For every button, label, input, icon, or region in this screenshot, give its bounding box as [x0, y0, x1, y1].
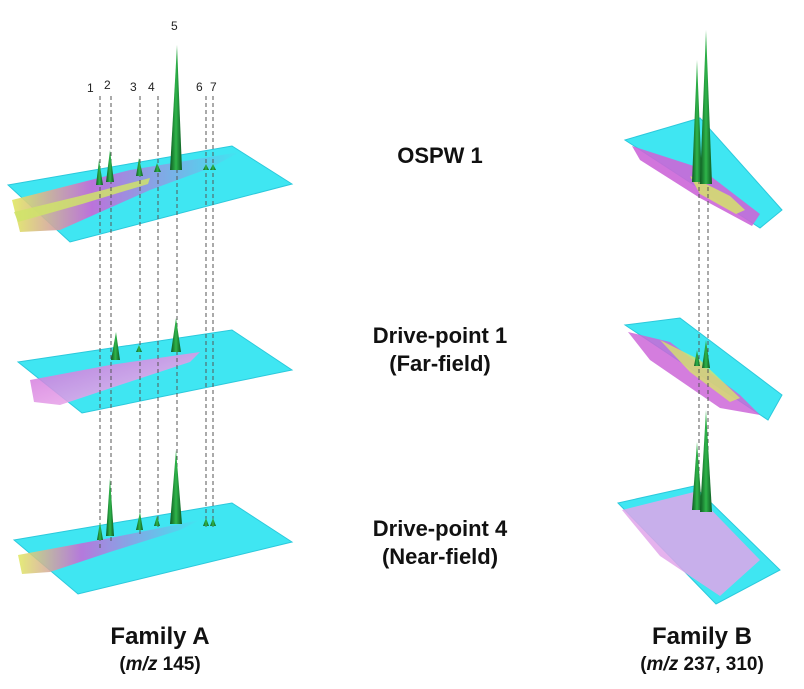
ridge-a-ospw [14, 178, 150, 222]
peak-6-ospw [203, 164, 209, 170]
label-drive-point-1-line2: (Far-field) [389, 351, 491, 376]
peak-label-1: 1 [87, 81, 94, 95]
peaks-a-dp1 [111, 318, 181, 360]
peaks-b [692, 30, 712, 512]
peak-b2-ospw [700, 30, 712, 184]
label-ospw-1-line1: OSPW 1 [397, 143, 483, 168]
peaks-a-ospw [96, 45, 216, 185]
peak-b1-dp4 [692, 442, 702, 510]
peak-2-ospw [106, 150, 114, 182]
peak-3-dp4 [136, 512, 143, 530]
family-b-title: Family B [651, 623, 753, 650]
panel-a-dp1 [16, 329, 294, 414]
peak-5-dp1 [171, 318, 181, 352]
label-ospw-1: OSPW 1 [330, 142, 550, 170]
ridge-b-ospw [690, 176, 745, 214]
smear-a-ospw [12, 152, 240, 232]
panel-b-dp4 [617, 485, 781, 605]
label-drive-point-1: Drive-point 1 (Far-field) [330, 322, 550, 378]
label-drive-point-4: Drive-point 4 (Near-field) [330, 515, 550, 571]
peak-2-dp1 [111, 332, 120, 360]
peak-label-7: 7 [210, 80, 217, 94]
label-drive-point-1-line1: Drive-point 1 [372, 323, 508, 348]
peak-number-labels: 1 2 3 4 5 6 7 [87, 19, 217, 95]
peak-b2-dp1 [702, 340, 710, 368]
family-a-title: Family A [110, 623, 210, 650]
peak-5-dp4 [170, 450, 182, 524]
peak-label-6: 6 [196, 80, 203, 94]
family-a-mz: (m/z 145) [119, 654, 201, 675]
peak-3-dp1 [136, 345, 142, 352]
peak-b1-ospw [692, 60, 702, 182]
panel-b-dp1 [623, 317, 783, 421]
peak-label-5: 5 [171, 19, 178, 33]
ridge-b-dp1 [660, 340, 740, 402]
panel-a-ospw [6, 145, 294, 243]
peak-5-ospw [170, 45, 182, 170]
label-drive-point-4-line1: Drive-point 4 [372, 516, 508, 541]
panel-a-dp4 [12, 502, 294, 595]
peak-label-2: 2 [104, 78, 111, 92]
smear-a-dp4 [18, 520, 200, 574]
peak-4-ospw [154, 163, 161, 172]
peak-2-dp4 [106, 478, 114, 536]
peak-b2-dp4 [700, 410, 712, 512]
peak-7-dp4 [210, 518, 216, 526]
peak-label-3: 3 [130, 80, 137, 94]
family-b-mz: (m/z 237, 310) [640, 654, 764, 675]
peaks-a-dp4 [97, 450, 216, 540]
family-a-label: Family A (m/z 145) [60, 622, 260, 678]
peak-b1-dp1 [694, 350, 700, 366]
family-b-label: Family B (m/z 237, 310) [600, 622, 804, 678]
peak-1-dp4 [97, 522, 103, 540]
plane-a-dp4 [12, 502, 294, 595]
label-drive-point-4-line2: (Near-field) [381, 544, 499, 569]
peak-4-dp4 [154, 516, 160, 526]
peak-6-dp4 [203, 518, 209, 526]
peak-1-ospw [96, 160, 103, 185]
peak-3-ospw [136, 158, 143, 176]
smear-b-dp4 [622, 492, 760, 596]
peak-7-ospw [210, 164, 216, 170]
peak-label-4: 4 [148, 80, 155, 94]
